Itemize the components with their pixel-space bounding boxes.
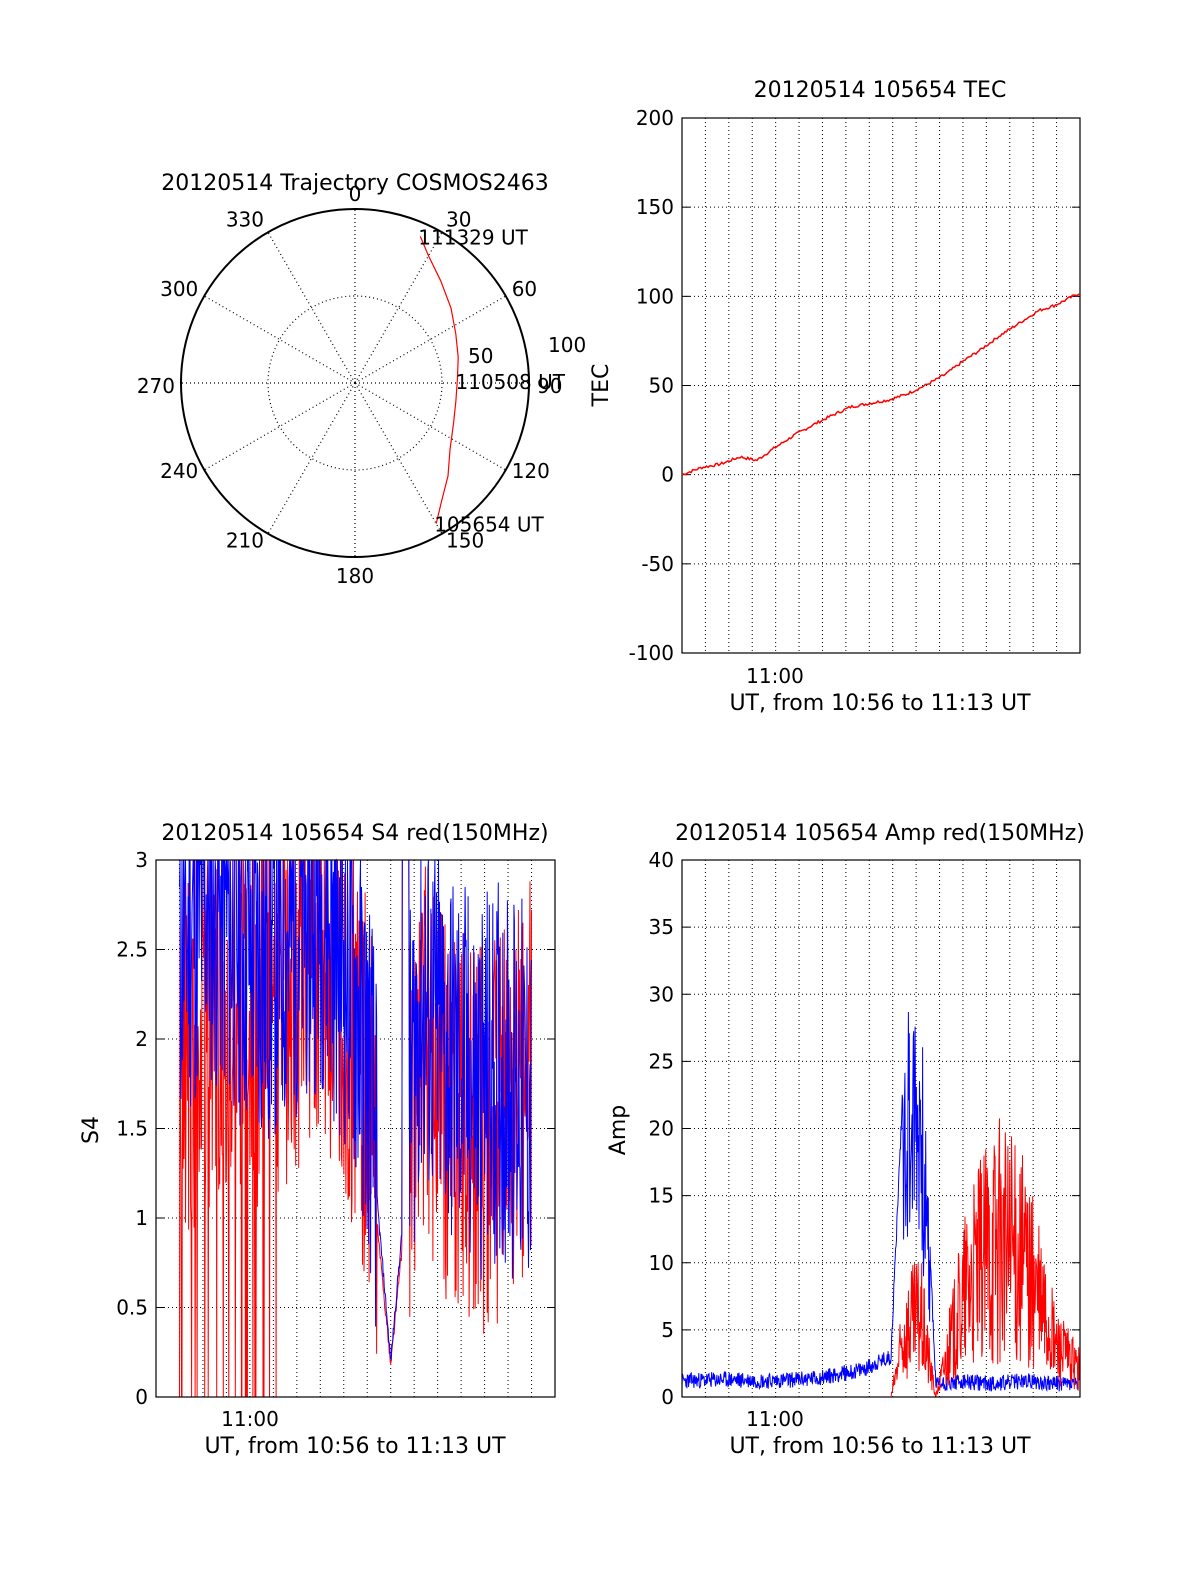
y-tick-label: 1.5 [116, 1117, 148, 1141]
y-tick-label: 50 [649, 374, 674, 398]
y-tick-label: 3 [135, 848, 148, 872]
y-tick-label: 1 [135, 1206, 148, 1230]
trajectory-line [419, 236, 459, 524]
polar-ring-0 [267, 295, 443, 471]
trajectory-time-label-2: 111329 UT [418, 225, 528, 249]
azimuth-label-150: 150 [446, 529, 484, 553]
polar-spoke-120 [354, 382, 506, 471]
azimuth-label-240: 240 [160, 459, 198, 483]
tec-x-tick-1100: 11:00 [746, 664, 804, 688]
s4-x-axis-label: UT, from 10:56 to 11:13 UT [204, 1434, 506, 1459]
trajectory-time-label-1: 110508 UT [455, 370, 565, 394]
amp-x-axis-label: UT, from 10:56 to 11:13 UT [729, 1434, 1031, 1459]
y-tick-label: 15 [649, 1184, 674, 1208]
tec-panel: 20120514 105654 TEC 200150100500-50-100 … [589, 78, 1081, 716]
s4-traces [179, 858, 532, 1398]
amp-y-axis-label: Amp [606, 1105, 631, 1155]
y-tick-label: -100 [629, 641, 674, 665]
amp-frame [681, 859, 1081, 1398]
polar-spoke-150 [354, 382, 443, 534]
s4-x-tick-1100: 11:00 [221, 1407, 279, 1431]
polar-spoke-240 [204, 382, 356, 471]
s4-series-blue [179, 858, 532, 1362]
azimuth-label-30: 30 [446, 207, 471, 231]
y-tick-label: 0 [661, 1385, 674, 1409]
amp-panel: 20120514 105654 Amp red(150MHz) 40 35 30 25… [606, 821, 1085, 1459]
y-tick-label: 20 [649, 1117, 674, 1141]
amp-traces [681, 1011, 1081, 1399]
tec-y-ticks: 200 150 100 50 0 -50 -100 [629, 106, 674, 665]
y-tick-label: 5 [661, 1318, 674, 1342]
y-tick-label: 150 [636, 195, 674, 219]
y-tick-label: 2.5 [116, 938, 148, 962]
azimuth-label-270: 270 [137, 374, 175, 398]
tec-title: 20120514 105654 TEC [754, 78, 1007, 103]
y-tick-label: -50 [641, 552, 674, 576]
s4-y-ticks: 3 2.5 2 1.5 1 0.5 0 [116, 848, 148, 1409]
azimuth-label-180: 180 [336, 564, 374, 588]
elevation-label-50: 50 [468, 344, 493, 368]
amp-y-ticks: 40 35 30 25 20 15 10 5 0 [649, 848, 674, 1409]
trajectory-title: 20120514 Trajectory COSMOS2463 [161, 171, 548, 196]
azimuth-label-60: 60 [512, 277, 537, 301]
amp-series-red [890, 1118, 1081, 1399]
s4-title: 20120514 105654 S4 red(150MHz) [161, 821, 548, 846]
y-tick-label: 0 [661, 463, 674, 487]
y-tick-label: 30 [649, 982, 674, 1006]
trajectory-time-label-0: 105654 UT [434, 513, 544, 537]
azimuth-label-210: 210 [226, 529, 264, 553]
trajectory-annotations: 105654 UT 110508 UT 111329 UT [418, 225, 566, 536]
azimuth-label-90: 90 [537, 374, 562, 398]
azimuth-label-120: 120 [512, 459, 550, 483]
azimuth-label-330: 330 [226, 207, 264, 231]
y-tick-label: 25 [649, 1049, 674, 1073]
azimuth-label-300: 300 [160, 277, 198, 301]
tec-grid [682, 117, 1080, 654]
s4-frame [155, 859, 556, 1398]
amp-series-blue [681, 1011, 1081, 1393]
polar-grid [180, 208, 530, 558]
azimuth-label-0: 0 [349, 182, 362, 206]
y-tick-label: 40 [649, 848, 674, 872]
elevation-label-100: 100 [548, 333, 586, 357]
amp-title: 20120514 105654 Amp red(150MHz) [675, 821, 1085, 846]
tec-x-axis-label: UT, from 10:56 to 11:13 UT [729, 691, 1031, 716]
tec-series-line [681, 293, 1081, 476]
amp-x-tick-1100: 11:00 [746, 1407, 804, 1431]
polar-spoke-30 [354, 232, 443, 384]
polar-azimuth-labels: 0 30 60 90 120 150 180 210 240 270 300 330 [137, 182, 563, 588]
trajectory-panel: 20120514 Trajectory COSMOS2463 0 30 60 90 12… [137, 171, 586, 588]
polar-spoke-300 [204, 295, 356, 384]
y-tick-label: 35 [649, 915, 674, 939]
y-tick-label: 200 [636, 106, 674, 130]
y-tick-label: 0.5 [116, 1296, 148, 1320]
y-tick-label: 100 [636, 284, 674, 308]
polar-spoke-60 [354, 295, 506, 384]
polar-spoke-330 [267, 232, 356, 384]
tec-frame [681, 117, 1081, 654]
s4-y-axis-label: S4 [79, 1116, 104, 1144]
s4-panel: 20120514 105654 S4 red(150MHz) 3 2.5 2 1.5 1… [79, 821, 556, 1459]
y-tick-label: 10 [649, 1251, 674, 1275]
tec-y-axis-label: TEC [589, 364, 614, 408]
y-tick-label: 0 [135, 1385, 148, 1409]
y-tick-label: 2 [135, 1027, 148, 1051]
polar-outer-ring [180, 208, 530, 558]
polar-spoke-210 [267, 382, 356, 534]
